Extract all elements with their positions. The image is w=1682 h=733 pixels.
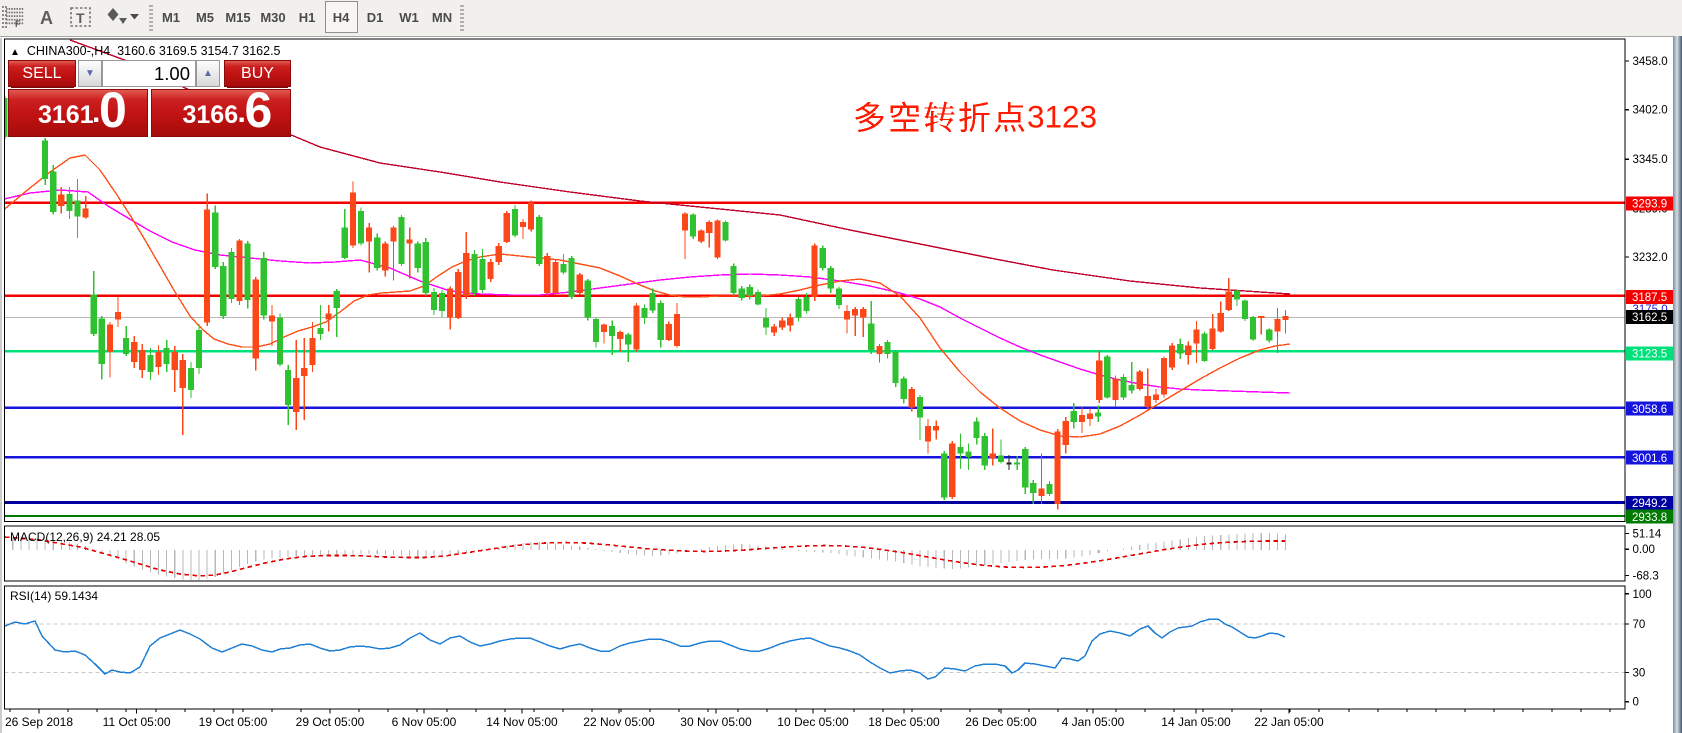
svg-text:6 Nov 05:00: 6 Nov 05:00 [392,715,457,729]
svg-text:0: 0 [1633,697,1639,709]
svg-text:3058.6: 3058.6 [1632,404,1667,416]
svg-text:2949.2: 2949.2 [1632,498,1667,510]
svg-text:3345.0: 3345.0 [1633,154,1668,166]
svg-text:19 Oct 05:00: 19 Oct 05:00 [199,715,268,729]
svg-text:30 Nov 05:00: 30 Nov 05:00 [680,715,752,729]
svg-text:3232.0: 3232.0 [1633,252,1668,264]
svg-text:-68.3: -68.3 [1633,570,1659,582]
svg-text:3187.5: 3187.5 [1632,292,1667,304]
svg-text:4 Jan 05:00: 4 Jan 05:00 [1062,715,1125,729]
svg-text:30: 30 [1633,668,1646,680]
svg-text:100: 100 [1633,589,1652,601]
svg-text:3162.5: 3162.5 [1632,312,1667,324]
svg-text:14 Jan 05:00: 14 Jan 05:00 [1161,715,1231,729]
svg-text:3293.9: 3293.9 [1632,199,1667,211]
svg-text:0.00: 0.00 [1633,544,1655,556]
svg-text:T: T [76,10,85,26]
svg-text:18 Dec 05:00: 18 Dec 05:00 [868,715,940,729]
svg-text:70: 70 [1633,619,1646,631]
svg-text:3123: 3123 [1027,99,1097,135]
svg-text:14 Nov 05:00: 14 Nov 05:00 [486,715,558,729]
svg-text:RSI(14) 59.1434: RSI(14) 59.1434 [10,589,98,603]
svg-text:29 Oct 05:00: 29 Oct 05:00 [296,715,365,729]
svg-text:22 Nov 05:00: 22 Nov 05:00 [583,715,655,729]
svg-text:11 Oct 05:00: 11 Oct 05:00 [103,715,171,729]
svg-text:26 Dec 05:00: 26 Dec 05:00 [965,715,1037,729]
svg-text:3001.6: 3001.6 [1632,453,1667,465]
svg-text:A: A [40,8,53,28]
svg-text:51.14: 51.14 [1633,528,1662,540]
svg-text:3402.0: 3402.0 [1633,105,1668,117]
svg-text:2933.8: 2933.8 [1632,512,1667,524]
svg-text:3458.0: 3458.0 [1633,56,1668,68]
svg-text:22 Jan 05:00: 22 Jan 05:00 [1254,715,1324,729]
svg-text:10 Dec 05:00: 10 Dec 05:00 [777,715,849,729]
svg-text:26 Sep 2018: 26 Sep 2018 [5,715,73,729]
svg-text:F: F [15,19,21,29]
svg-text:3123.5: 3123.5 [1632,349,1667,361]
svg-text:MACD(12,26,9) 24.21 28.05: MACD(12,26,9) 24.21 28.05 [10,530,160,544]
